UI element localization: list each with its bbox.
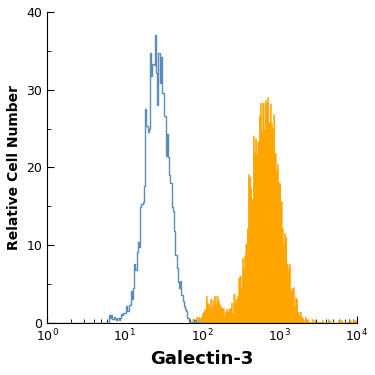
Y-axis label: Relative Cell Number: Relative Cell Number	[7, 85, 21, 250]
X-axis label: Galectin-3: Galectin-3	[150, 350, 254, 368]
